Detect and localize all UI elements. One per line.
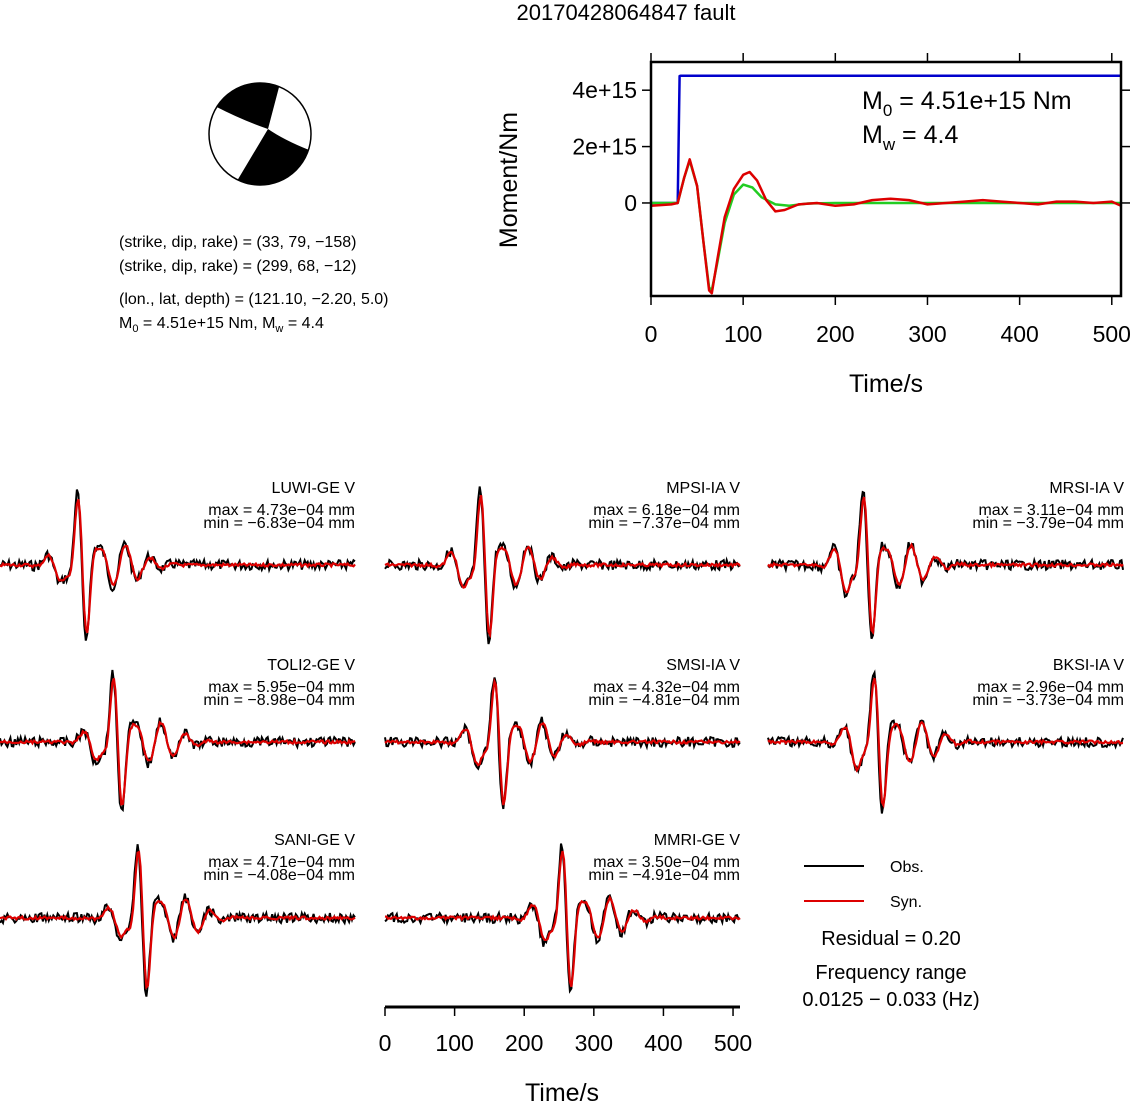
moment-xtick-label: 100 — [724, 321, 762, 347]
legend-syn-label: Syn. — [890, 894, 922, 911]
moment-mw-label: Mw = 4.4 — [862, 121, 958, 154]
moment-xtick-label: 500 — [1093, 321, 1131, 347]
residual-label: Residual = 0.20 — [821, 928, 961, 950]
station-max: max = 5.95e−04 mm — [208, 679, 355, 696]
moment-xtick-label: 200 — [816, 321, 854, 347]
nodal-plane-1: (strike, dip, rake) = (33, 79, −158) — [119, 234, 356, 251]
synthetic-trace — [767, 677, 1124, 809]
station-name: MMRI-GE V — [654, 832, 741, 849]
station-name: TOLI2-GE V — [267, 657, 355, 674]
station-max: max = 4.73e−04 mm — [208, 502, 355, 519]
frequency-range-label: Frequency range — [815, 962, 966, 984]
nodal-plane-2: (strike, dip, rake) = (299, 68, −12) — [119, 258, 356, 275]
waveform-xtick-label: 100 — [435, 1030, 473, 1056]
waveform-time-axis: Time/s 0 100 200 300 400 500 — [379, 1005, 752, 1104]
moment-xtick-label: 0 — [645, 321, 658, 347]
station-max: max = 4.32e−04 mm — [593, 679, 740, 696]
station-max: max = 2.96e−04 mm — [977, 679, 1124, 696]
waveform-xtick-label: 300 — [575, 1030, 613, 1056]
synthetic-trace — [0, 498, 356, 634]
moment-xlabel: Time/s — [849, 370, 923, 398]
synthetic-trace — [0, 850, 356, 990]
station-min: min = −8.98e−04 mm — [203, 692, 355, 709]
station-min: min = −4.08e−04 mm — [203, 867, 355, 884]
station-max: max = 6.18e−04 mm — [593, 502, 740, 519]
station-max: max = 3.50e−04 mm — [593, 854, 740, 871]
station-min: min = −4.91e−04 mm — [588, 867, 740, 884]
moment-xtick-label: 400 — [1000, 321, 1038, 347]
frequency-range-value: 0.0125 − 0.033 (Hz) — [802, 989, 979, 1011]
legend-obs-label: Obs. — [890, 859, 924, 876]
moment-rate-line — [650, 158, 1122, 295]
moment-summary: M0 = 4.51e+15 Nm, Mw = 4.4 — [119, 315, 324, 335]
station-name: SANI-GE V — [274, 832, 355, 849]
station-min: min = −4.81e−04 mm — [588, 692, 740, 709]
moment-panel: 0 2e+15 4e+15 0 100 200 300 400 500 M0 = 4.51e+1… — [495, 53, 1131, 398]
waveform-xtick-label: 200 — [505, 1030, 543, 1056]
moment-ytick-label: 0 — [624, 190, 637, 216]
moment-ytick-label: 4e+15 — [572, 77, 637, 103]
synthetic-trace — [384, 677, 741, 806]
station-name: MPSI-IA V — [666, 480, 740, 497]
station-name: LUWI-GE V — [271, 480, 355, 497]
location-depth: (lon., lat, depth) = (121.10, −2.20, 5.0… — [119, 291, 389, 308]
synthetic-trace — [0, 678, 356, 806]
station-max: max = 3.11e−04 mm — [978, 502, 1124, 519]
waveform-xtick-label: 0 — [379, 1030, 392, 1056]
synthetic-trace — [767, 496, 1124, 636]
waveform-xlabel: Time/s — [525, 1079, 599, 1104]
waveform-xtick-label: 400 — [644, 1030, 682, 1056]
station-min: min = −7.37e−04 mm — [588, 515, 740, 532]
moment-ylabel: Moment/Nm — [495, 112, 523, 248]
moment-m0-label: M0 = 4.51e+15 Nm — [862, 87, 1072, 120]
beachball-icon — [208, 82, 312, 186]
station-min: min = −3.79e−04 mm — [972, 515, 1124, 532]
moment-ytick-label: 2e+15 — [572, 134, 637, 160]
observed-trace — [0, 844, 356, 997]
figure-title: 20170428064847 fault — [517, 0, 736, 25]
waveform-xtick-label: 500 — [714, 1030, 752, 1056]
station-name: SMSI-IA V — [666, 657, 740, 674]
legend: Obs. Syn. — [804, 859, 924, 911]
moment-xtick-label: 300 — [908, 321, 946, 347]
synthetic-trace — [384, 494, 741, 639]
station-min: min = −6.83e−04 mm — [203, 515, 355, 532]
moment-axis-ticks: 0 2e+15 4e+15 0 100 200 300 400 500 — [572, 53, 1131, 347]
station-name: MRSI-IA V — [1049, 480, 1124, 497]
source-info: (strike, dip, rake) = (33, 79, −158) (st… — [119, 234, 389, 335]
observed-trace — [384, 843, 741, 994]
synthetic-trace — [384, 850, 741, 988]
station-name: BKSI-IA V — [1053, 657, 1124, 674]
moment-series — [650, 74, 1122, 295]
moment-plot-frame — [649, 60, 1123, 298]
station-max: max = 4.71e−04 mm — [208, 854, 355, 871]
station-min: min = −3.73e−04 mm — [972, 692, 1124, 709]
moment-rate-syn-line — [651, 159, 1121, 292]
